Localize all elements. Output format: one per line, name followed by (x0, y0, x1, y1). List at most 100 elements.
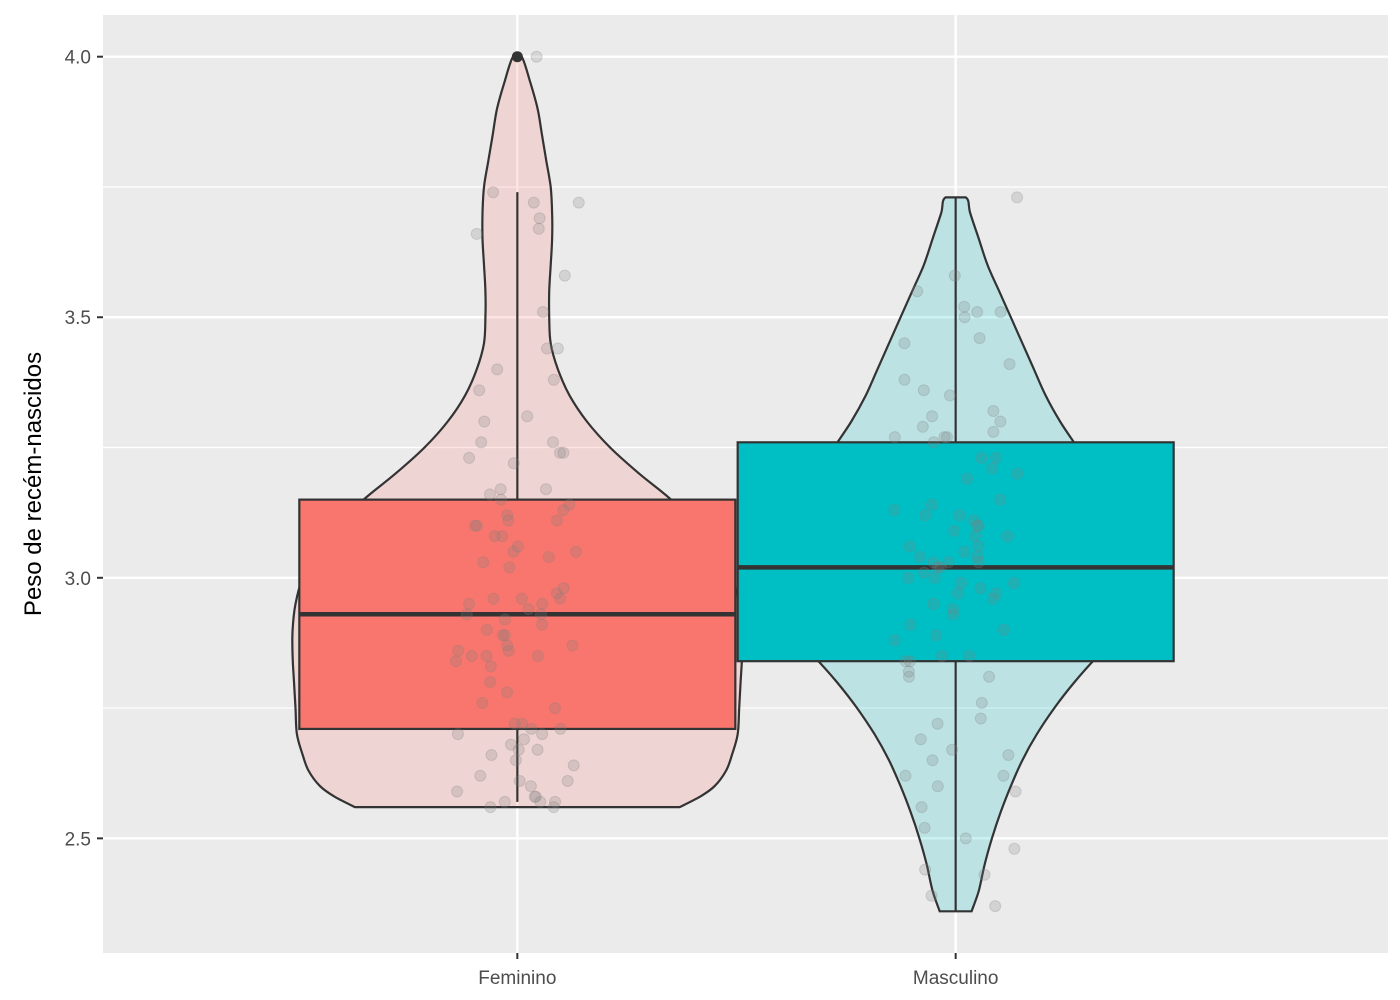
jitter-point (484, 488, 496, 501)
jitter-point (971, 519, 983, 532)
jitter-point (450, 655, 462, 668)
jitter-point (961, 472, 973, 485)
jitter-point (953, 509, 966, 522)
jitter-point (561, 775, 574, 787)
jitter-point (495, 493, 507, 506)
jitter-point (551, 514, 563, 527)
jitter-point (518, 733, 530, 746)
jitter-point (967, 514, 980, 527)
x-tick-label: Masculino (913, 968, 999, 989)
jitter-point (914, 733, 927, 746)
jitter-point (563, 498, 576, 511)
jitter-point (997, 769, 1010, 782)
jitter-point (927, 436, 940, 449)
jitter-point (904, 618, 917, 631)
jitter-point (557, 504, 570, 517)
x-axis: Feminino Masculino (478, 953, 998, 989)
jitter-point (983, 670, 996, 683)
jitter-point (496, 530, 509, 543)
jitter-point (926, 754, 939, 767)
jitter-point (460, 608, 473, 621)
jitter-point (540, 483, 552, 496)
jitter-point (936, 650, 948, 662)
jitter-point (903, 540, 916, 553)
jitter-point (498, 795, 511, 808)
jitter-point (496, 629, 509, 642)
jitter-point (524, 780, 537, 793)
jitter-point (958, 545, 971, 558)
jitter-point (531, 743, 544, 756)
jitter-point (541, 342, 553, 355)
jitter-point (499, 629, 511, 642)
jitter-point (1011, 467, 1024, 480)
jitter-point (551, 342, 564, 355)
jitter-point (491, 363, 504, 376)
y-tick-label: 4.0 (65, 48, 91, 69)
jitter-point (527, 196, 540, 209)
jitter-point (1008, 842, 1021, 855)
jitter-point (452, 644, 465, 657)
jitter-point (484, 676, 497, 688)
jitter-point (943, 389, 956, 402)
jitter-point (536, 618, 549, 631)
jitter-point (512, 743, 525, 756)
jitter-point (898, 373, 911, 386)
jitter-point (925, 498, 938, 511)
jitter-point (994, 493, 1007, 506)
jitter-point (513, 775, 526, 787)
jitter-point (994, 306, 1007, 318)
jitter-point (535, 608, 547, 621)
jitter-point (502, 644, 515, 657)
jitter-point (1001, 530, 1014, 543)
jitter-point (1003, 358, 1016, 371)
y-tick-label: 2.5 (65, 829, 91, 850)
jitter-point (959, 832, 972, 845)
jitter-point (930, 629, 943, 642)
jitter-point (554, 722, 567, 735)
jitter-point (888, 504, 901, 517)
jitter-point (927, 597, 940, 610)
jitter-point (554, 592, 567, 605)
jitter-point (480, 623, 493, 636)
jitter-point (1009, 785, 1022, 798)
jitter-point (989, 900, 1002, 913)
jitter-point (516, 717, 529, 730)
jitter-point (918, 566, 931, 579)
jitter-point (958, 311, 971, 324)
jitter-point (975, 696, 988, 709)
jitter-point (971, 306, 984, 318)
jitter-point (547, 436, 559, 449)
jitter-point (927, 556, 940, 569)
jitter-point (509, 754, 522, 767)
jitter-point (451, 785, 464, 798)
jitter-point (474, 769, 487, 782)
jitter-point (914, 551, 927, 563)
jitter-point (990, 451, 1003, 464)
jitter-point (931, 561, 944, 574)
jitter-point (494, 483, 507, 496)
jitter-point (465, 650, 478, 662)
jitter-point (508, 717, 521, 730)
jitter-point (572, 196, 585, 209)
jitter-point (942, 556, 955, 569)
jitter-point (888, 634, 901, 647)
jitter-point (919, 509, 932, 522)
jitter-point (463, 451, 476, 464)
jitter-point (971, 551, 984, 563)
jitter-point (487, 186, 500, 199)
jitter-point (972, 540, 985, 553)
y-axis: 2.5 3.0 3.5 4.0 (65, 48, 103, 850)
jitter-point (529, 790, 542, 803)
jitter-point (498, 613, 511, 626)
jitter-point (978, 868, 991, 881)
jitter-point (532, 222, 545, 235)
jitter-point (934, 561, 947, 574)
jitter-point (507, 545, 520, 558)
jitter-point (902, 571, 915, 584)
jitter-point (948, 524, 961, 537)
jitter-point (530, 50, 543, 63)
jitter-point (550, 587, 563, 600)
jitter-point (899, 655, 912, 668)
jitter-point (994, 415, 1007, 428)
